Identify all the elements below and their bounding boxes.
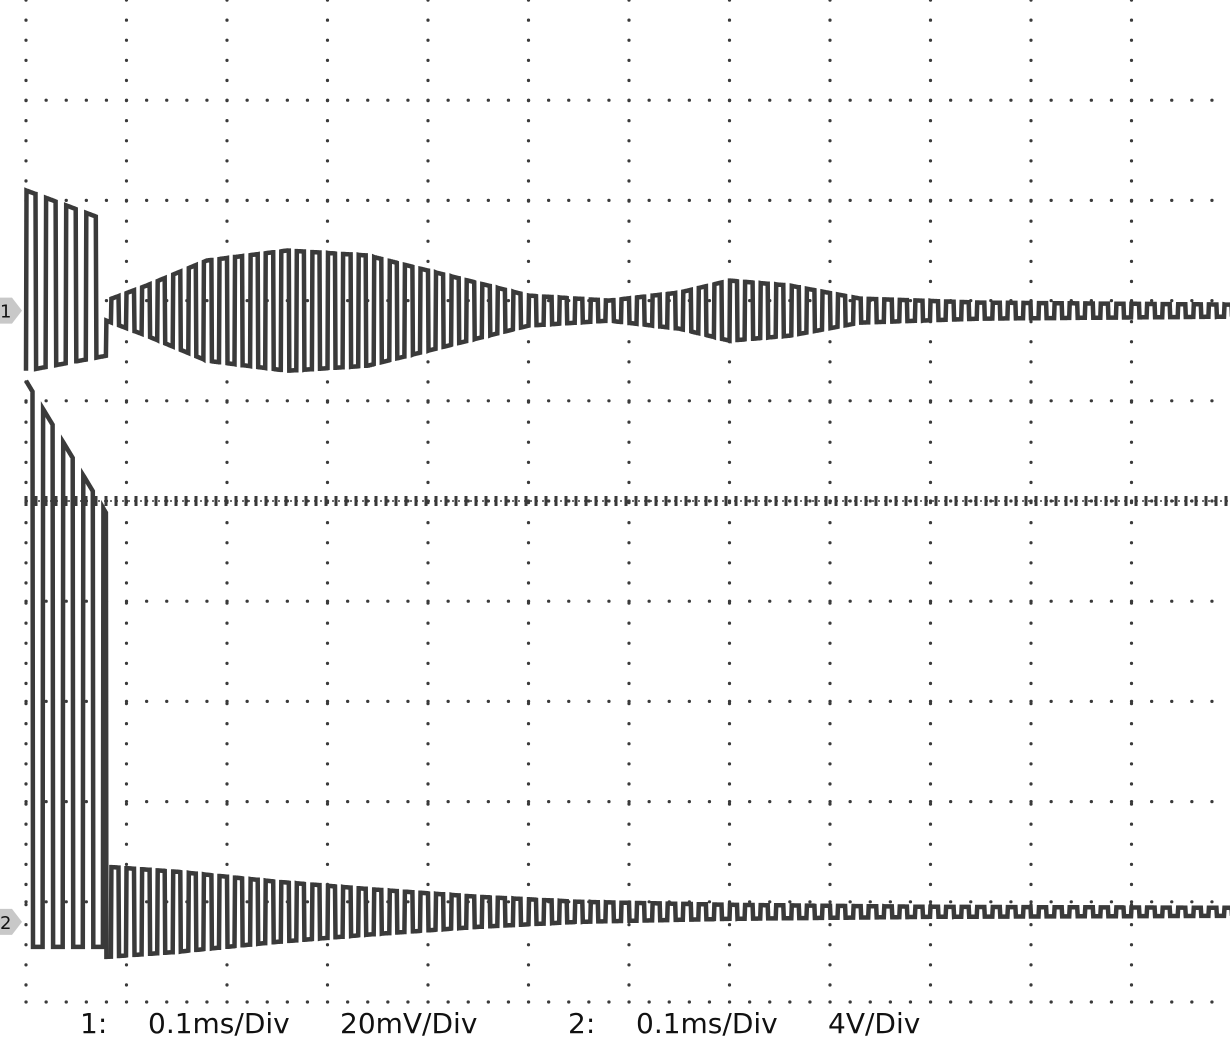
channel-1-label: 1 [0, 302, 11, 323]
scale-readout: 1: 0.1ms/Div 20mV/Div 2: 0.1ms/Div 4V/Di… [0, 1005, 1230, 1045]
traces [23, 187, 1230, 960]
oscilloscope-screen: 12 [0, 0, 1230, 1004]
channel-markers: 12 [0, 297, 22, 935]
ch2-label: 2: [568, 1007, 596, 1040]
channel-2-marker [0, 908, 22, 935]
channel-2-label: 2 [0, 913, 11, 934]
ch1-timebase: 0.1ms/Div [148, 1007, 290, 1040]
ch1-voltscale: 20mV/Div [340, 1007, 478, 1040]
trace-ch1 [23, 187, 1230, 373]
ch1-label: 1: [80, 1007, 108, 1040]
trace-ch2 [24, 379, 1230, 960]
graticule [24, 0, 1230, 1004]
channel-1-marker [0, 297, 22, 324]
ch2-voltscale: 4V/Div [828, 1007, 921, 1040]
ch2-timebase: 0.1ms/Div [636, 1007, 778, 1040]
